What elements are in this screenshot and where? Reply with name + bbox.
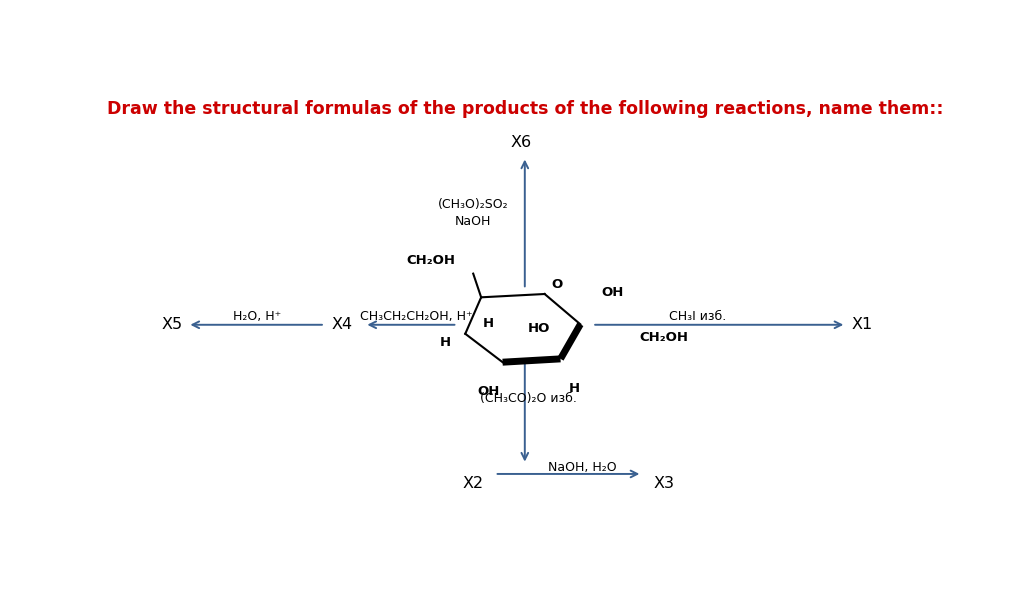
Text: H: H bbox=[482, 317, 494, 330]
Text: X5: X5 bbox=[161, 317, 182, 332]
Text: H: H bbox=[569, 381, 581, 395]
Text: (CH₃O)₂SO₂
NaOH: (CH₃O)₂SO₂ NaOH bbox=[438, 199, 509, 229]
Text: X3: X3 bbox=[653, 476, 674, 491]
Text: HO: HO bbox=[527, 322, 550, 335]
Text: Draw the structural formulas of the products of the following reactions, name th: Draw the structural formulas of the prod… bbox=[106, 100, 943, 118]
Text: CH₂OH: CH₂OH bbox=[640, 331, 689, 344]
Text: X2: X2 bbox=[463, 476, 483, 491]
Text: (CH₃CO)₂O изб.: (CH₃CO)₂O изб. bbox=[480, 392, 578, 405]
Text: O: O bbox=[551, 278, 562, 291]
Text: CH₂OH: CH₂OH bbox=[407, 254, 456, 267]
Text: CH₃CH₂CH₂OH, H⁺: CH₃CH₂CH₂OH, H⁺ bbox=[359, 310, 472, 323]
Text: H: H bbox=[440, 336, 451, 349]
Text: X4: X4 bbox=[332, 317, 353, 332]
Text: X6: X6 bbox=[510, 135, 531, 150]
Text: H₂O, H⁺: H₂O, H⁺ bbox=[233, 310, 282, 323]
Text: OH: OH bbox=[601, 285, 624, 299]
Text: X1: X1 bbox=[851, 317, 872, 332]
Text: OH: OH bbox=[477, 385, 500, 398]
Text: CH₃I изб.: CH₃I изб. bbox=[669, 310, 726, 323]
Text: NaOH, H₂O: NaOH, H₂O bbox=[548, 461, 616, 474]
